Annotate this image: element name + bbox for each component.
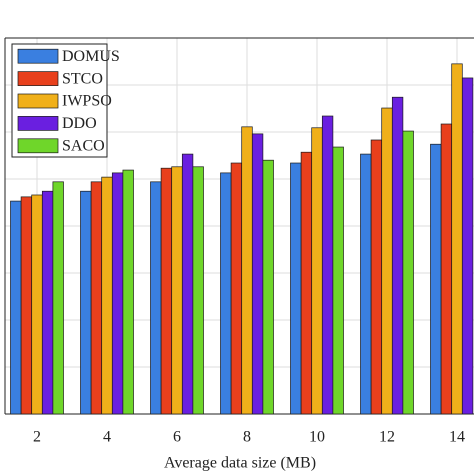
bar [311,127,323,415]
x-tick-label: 10 [309,429,325,446]
bar [461,77,474,415]
bar [171,166,183,415]
legend-swatch [17,93,59,109]
legend-label: SACO [62,137,105,154]
bar [220,172,232,415]
x-tick-label: 12 [379,429,395,446]
bar [381,107,393,415]
x-tick-label: 4 [103,429,111,446]
bar [111,172,124,415]
bar [80,190,92,415]
legend-label: DDO [62,115,97,132]
bar [122,169,134,415]
legend-swatch [17,116,59,131]
bar [451,63,463,415]
bar [10,200,22,415]
bar [230,162,243,415]
bar [360,153,372,415]
legend-swatch [17,138,59,154]
bar [300,151,313,415]
bar [262,159,274,415]
bar [192,166,204,415]
bar [440,123,453,415]
bar [391,96,404,415]
legend-swatch [17,48,59,64]
x-tick-label: 2 [33,429,41,446]
bar [430,143,442,415]
x-tick-label: 6 [173,429,181,446]
bar [241,126,253,415]
x-axis-label: Average data size (MB) [164,455,316,472]
x-tick-label: 14 [449,429,465,446]
bar [290,162,302,415]
bar [332,146,344,415]
bar [402,130,414,415]
bar [181,153,194,415]
bar [41,190,54,415]
legend-label: DOMUS [62,48,120,65]
bar [160,167,173,415]
bar [370,139,383,415]
bar [52,181,64,415]
x-tick-label: 8 [243,429,251,446]
bar [20,196,33,415]
bar [321,115,334,415]
bar [150,181,162,415]
bar [31,194,43,415]
bar [90,181,103,415]
bar [101,176,113,415]
bar [251,133,264,415]
legend-swatch [17,71,59,86]
legend-label: STCO [62,70,103,87]
legend-label: IWPSO [62,93,112,110]
